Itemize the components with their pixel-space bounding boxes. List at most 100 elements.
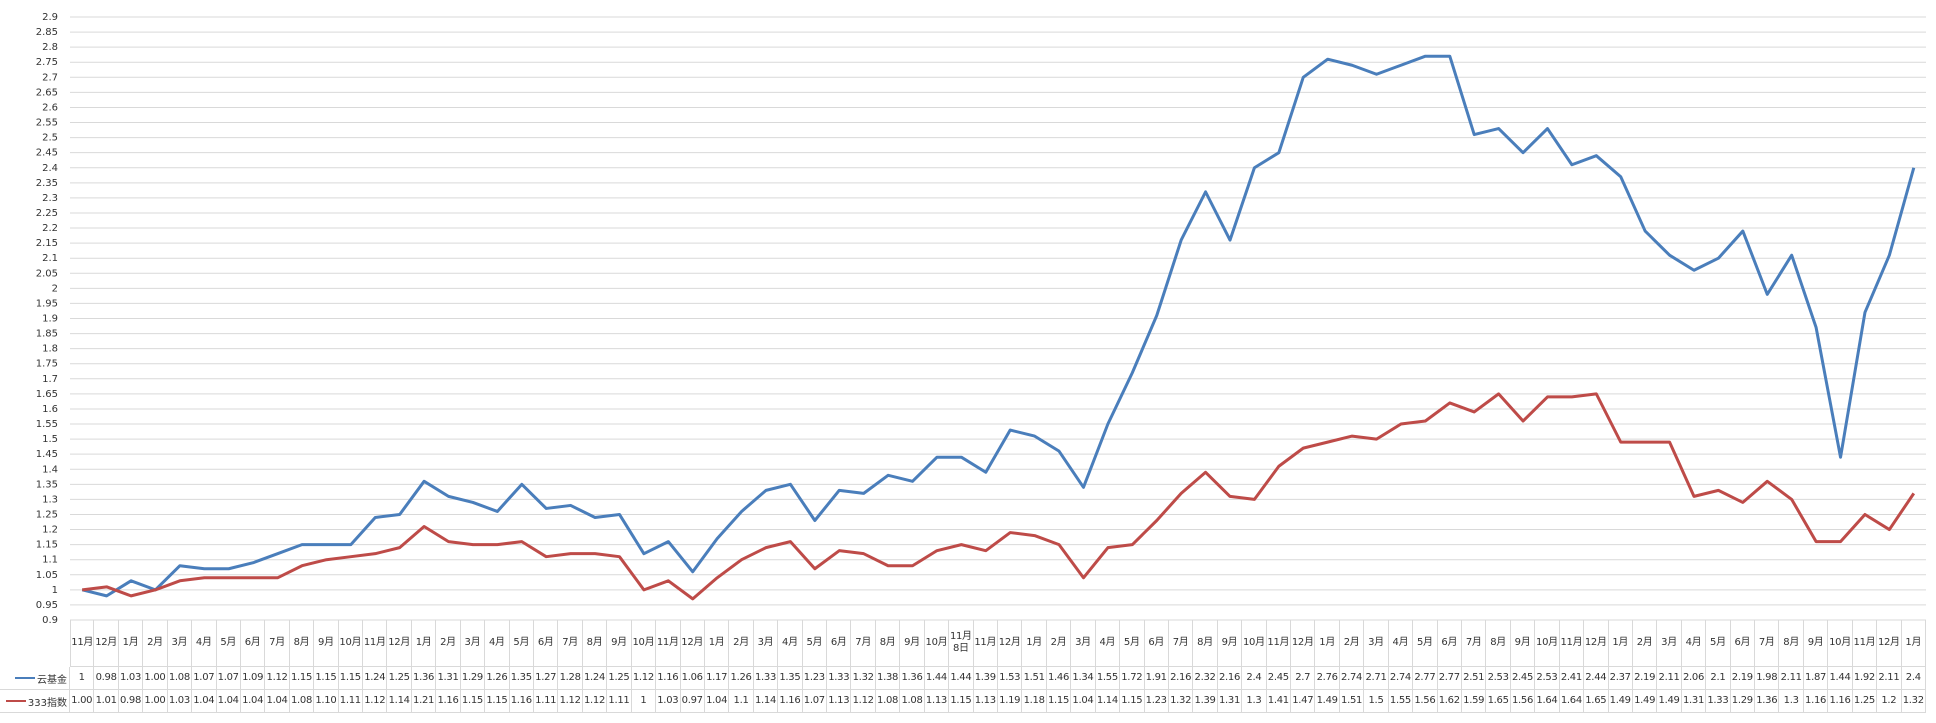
category-cell: 10月 [1242,620,1267,667]
value-cell: 1.32 [851,667,876,690]
category-cell: 5月 [1413,620,1438,667]
value-cell: 2.32 [1193,667,1218,690]
value-cell: 1.25 [607,667,632,690]
value-cell: 1.44 [1828,667,1853,690]
value-cell: 1.03 [656,690,681,713]
category-cell: 6月 [240,620,266,667]
value-cell: 1 [631,690,657,713]
value-cell: 2.4 [1901,667,1926,690]
value-cell: 1.24 [363,667,388,690]
y-tick-label: 1.65 [36,389,58,400]
category-cell: 3月 [1657,620,1682,667]
y-tick-label: 1.85 [36,329,58,340]
value-cell: 2.45 [1266,667,1292,690]
category-cell: 8月 [875,620,901,667]
category-cell: 6月 [1437,620,1462,667]
category-cell: 2月 [1339,620,1365,667]
value-cell: 2.19 [1632,667,1658,690]
y-tick-label: 2.05 [36,268,58,279]
value-cell: 1.19 [998,690,1023,713]
value-cell: 2.41 [1559,667,1585,690]
value-cell: 1.11 [338,690,364,713]
y-tick-label: 2.35 [36,178,58,189]
value-cell: 1.64 [1535,690,1560,713]
value-cell: 1.08 [167,667,193,690]
value-cell: 1.5 [1364,690,1389,713]
series-line [82,392,1916,601]
value-cell: 1.25 [387,667,412,690]
value-cell: 1.12 [363,690,388,713]
value-cell: 1.14 [387,690,412,713]
value-cell: 0.98 [94,667,119,690]
y-tick-label: 2.65 [36,87,58,98]
value-cell: 1.23 [1144,690,1169,713]
value-cell: 1.44 [949,667,974,690]
category-cell: 10月 [631,620,657,667]
category-cell: 12月 [1877,620,1902,667]
series-line [81,54,1916,598]
category-cell: 9月 [607,620,632,667]
category-cell: 3月 [167,620,193,667]
value-cell: 1.16 [656,667,681,690]
category-cell: 11月 [656,620,681,667]
y-tick-label: 1.05 [36,570,58,581]
value-cell: 1.12 [558,690,583,713]
category-cell: 11月 [1852,620,1878,667]
value-cell: 1.07 [192,667,217,690]
value-cell: 1 [70,667,95,690]
value-cell: 1.06 [680,667,705,690]
y-tick-label: 2.7 [42,72,58,83]
value-cell: 1.59 [1462,690,1487,713]
value-cell: 1.53 [998,667,1023,690]
category-cell: 11月8日 [949,620,974,667]
value-cell: 2.53 [1535,667,1560,690]
y-tick-label: 1.25 [36,509,58,520]
value-cell: 1.16 [1828,690,1853,713]
category-cell: 8月 [1779,620,1804,667]
value-cell: 2.1 [1706,667,1731,690]
y-tick-label: 1.3 [42,494,58,505]
category-cell: 2月 [1046,620,1072,667]
value-cell: 1.24 [582,667,608,690]
y-tick-label: 2.4 [42,163,58,174]
category-cell: 4月 [1681,620,1707,667]
value-cell: 1.08 [289,690,315,713]
y-tick-label: 1.4 [42,464,58,475]
category-cell: 5月 [216,620,241,667]
value-cell: 1.32 [1901,690,1926,713]
value-cell: 1.2 [1877,690,1902,713]
category-cell: 10月 [924,620,950,667]
value-cell: 1.01 [94,690,119,713]
category-cell: 3月 [460,620,486,667]
value-cell: 1.13 [827,690,852,713]
value-cell: 2.44 [1584,667,1609,690]
y-tick-label: 2.75 [36,57,58,68]
value-cell: 1.62 [1437,690,1462,713]
value-cell: 1.51 [1022,667,1047,690]
y-tick-label: 2.8 [42,42,58,53]
y-tick-label: 1.2 [42,525,58,536]
value-cell: 1.3 [1779,690,1804,713]
value-cell: 1.08 [900,690,925,713]
category-cell: 12月 [998,620,1023,667]
value-cell: 1.14 [1095,690,1121,713]
y-tick-label: 2.9 [42,12,58,23]
value-cell: 1.16 [509,690,534,713]
value-cell: 2.37 [1608,667,1633,690]
value-cell: 1.38 [875,667,901,690]
legend-label: 333指数 [27,697,67,709]
value-cell: 1.44 [924,667,950,690]
y-tick-label: 0.9 [42,615,58,626]
value-cell: 1.15 [1046,690,1072,713]
category-cell: 5月 [802,620,828,667]
value-cell: 1.00 [143,690,168,713]
value-cell: 1.91 [1144,667,1169,690]
value-cell: 1.55 [1388,690,1414,713]
category-cell: 9月 [1217,620,1243,667]
legend-key [5,700,26,702]
category-cell: 1月 [411,620,437,667]
value-cell: 1.10 [314,690,339,713]
category-cell: 3月 [1071,620,1096,667]
y-tick-label: 1.9 [42,314,58,325]
